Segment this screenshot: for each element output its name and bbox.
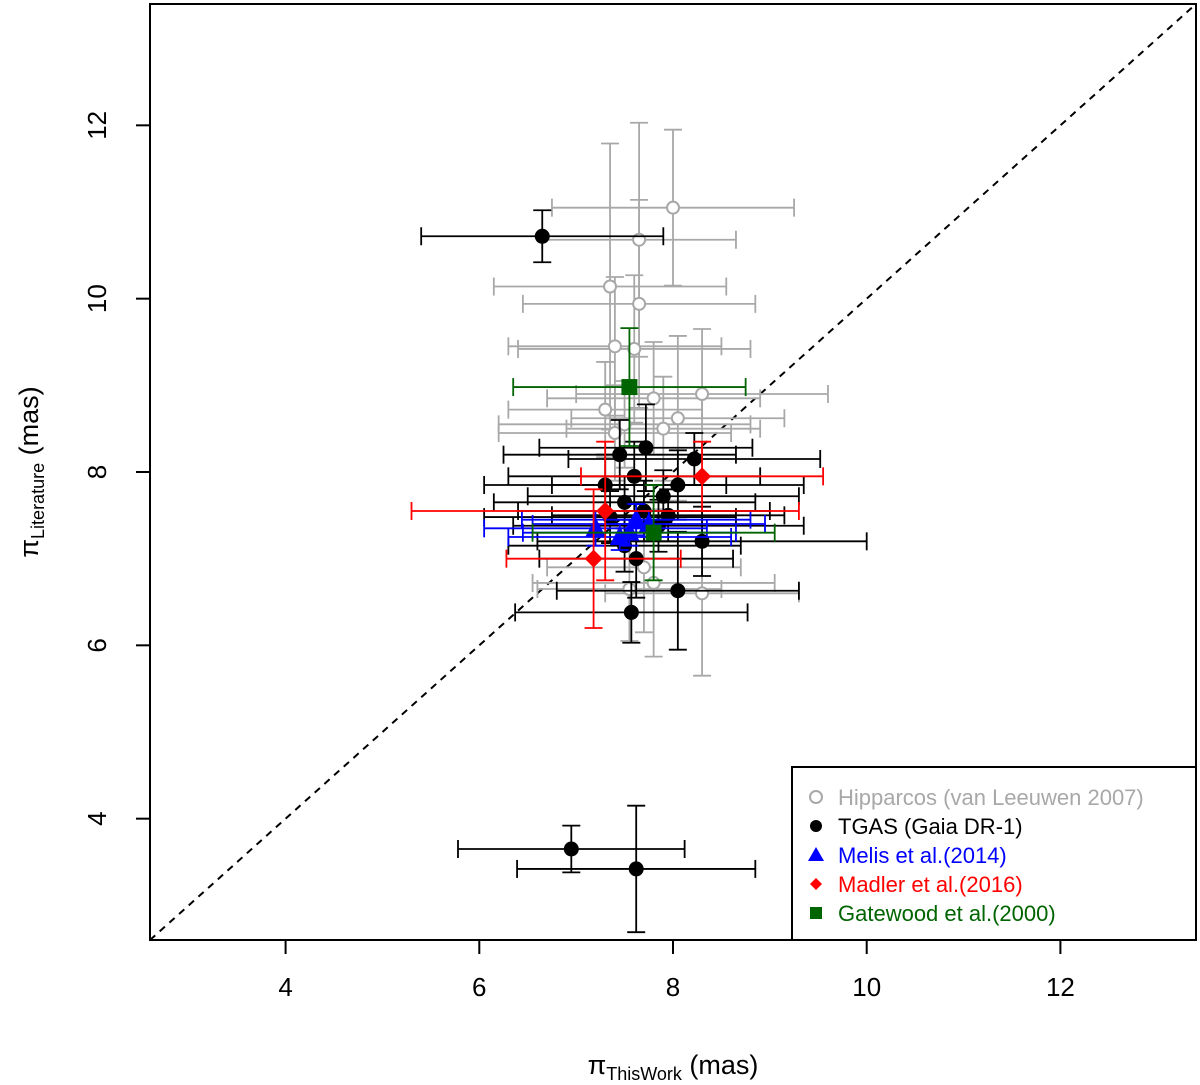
data-point-square — [621, 379, 638, 396]
y-axis-symbol: π — [14, 539, 44, 558]
data-point-filled-circle — [638, 440, 654, 456]
data-point-diamond — [693, 467, 712, 486]
data-point-open-circle — [670, 411, 685, 426]
data-point-filled-circle — [534, 228, 550, 244]
data-point-open-circle — [646, 391, 661, 406]
legend-marker — [810, 820, 822, 832]
data-point-filled-circle — [623, 604, 639, 620]
legend-label: Melis et al.(2014) — [838, 843, 1007, 868]
x-tick-label: 6 — [472, 972, 486, 1002]
x-axis-symbol: π — [588, 1050, 607, 1080]
legend: Hipparcos (van Leeuwen 2007) TGAS (Gaia D… — [791, 766, 1197, 941]
series-0 — [492, 121, 829, 677]
data-point-open-circle — [627, 341, 642, 356]
data-point-open-circle — [617, 417, 632, 432]
x-tick-label: 10 — [852, 972, 881, 1002]
series-4 — [512, 327, 776, 582]
data-point-open-circle — [607, 426, 622, 440]
x-tick-label: 12 — [1046, 972, 1075, 1002]
x-tick-label: 4 — [278, 972, 292, 1002]
data-point-open-circle — [632, 296, 647, 311]
data-point-open-circle — [656, 421, 671, 436]
legend-label: Gatewood et al.(2000) — [838, 901, 1056, 926]
y-tick-label: 4 — [82, 811, 112, 825]
legend-label: TGAS (Gaia DR-1) — [838, 814, 1023, 839]
y-axis-unit: (mas) — [14, 386, 44, 463]
data-point-triangle — [585, 517, 606, 537]
data-point-filled-circle — [612, 447, 628, 463]
data-point-filled-circle — [655, 488, 671, 504]
data-point-filled-circle — [670, 583, 686, 599]
legend-label: Madler et al.(2016) — [838, 872, 1023, 897]
data-point-filled-circle — [617, 494, 633, 510]
x-tick-label: 8 — [666, 972, 680, 1002]
legend-box — [791, 766, 1197, 941]
data-point-open-circle — [695, 387, 710, 401]
data-point-filled-circle — [563, 841, 579, 857]
x-axis-subscript: ThisWork — [606, 1064, 683, 1084]
data-point-square — [645, 524, 662, 541]
legend-marker — [809, 790, 823, 804]
data-point-filled-circle — [670, 477, 686, 493]
legend-marker — [810, 907, 822, 919]
plot-layer — [150, 4, 1196, 940]
data-point-filled-circle — [686, 451, 702, 467]
y-axis-label: πLiterature (mas) — [14, 386, 48, 557]
series-3 — [410, 440, 825, 629]
data-point-filled-circle — [628, 861, 644, 877]
legend-marker — [808, 847, 824, 861]
y-tick-label: 6 — [82, 638, 112, 652]
data-point-diamond — [596, 502, 615, 520]
legend-marker — [810, 878, 822, 890]
y-axis-subscript: Literature — [28, 463, 48, 539]
data-point-open-circle — [603, 279, 618, 294]
data-point-triangle — [619, 521, 640, 541]
y-tick-label: 12 — [82, 111, 112, 140]
y-tick-label: 8 — [82, 465, 112, 479]
data-point-diamond — [584, 549, 603, 568]
data-point-open-circle — [695, 586, 710, 601]
data-point-open-circle — [598, 402, 613, 417]
x-axis-unit: (mas) — [682, 1050, 759, 1080]
x-axis-label: πThisWork (mas) — [588, 1050, 759, 1084]
data-point-open-circle — [607, 339, 622, 354]
y-tick-label: 10 — [82, 284, 112, 313]
data-point-triangle — [626, 508, 647, 528]
legend-label: Hipparcos (van Leeuwen 2007) — [838, 785, 1144, 810]
data-point-open-circle — [622, 582, 637, 596]
data-point-open-circle — [666, 200, 680, 215]
